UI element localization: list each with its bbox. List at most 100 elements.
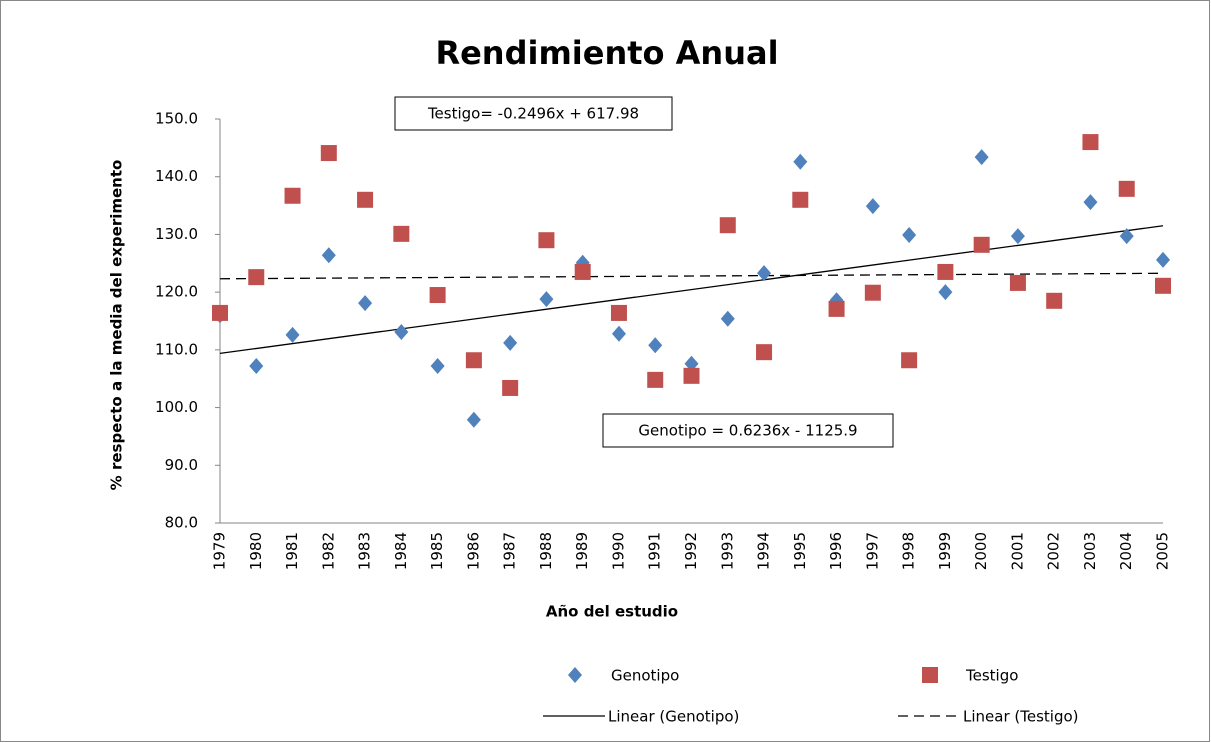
chart-title: Rendimiento Anual	[435, 34, 778, 72]
x-axis-label: Año del estudio	[546, 603, 678, 621]
point	[902, 227, 917, 244]
point	[248, 269, 265, 286]
x-tick-label: 1983	[356, 532, 374, 570]
point	[1009, 274, 1026, 291]
y-tick-label: 100.0	[155, 398, 198, 416]
x-tick-label: 1980	[247, 532, 265, 570]
point	[465, 352, 482, 369]
x-tick-label: 2003	[1081, 532, 1099, 570]
point	[320, 145, 337, 162]
point	[466, 411, 481, 428]
point	[502, 379, 519, 396]
point	[757, 265, 772, 282]
point	[792, 191, 809, 208]
y-tick-label: 80.0	[165, 514, 198, 532]
point	[321, 247, 336, 264]
point	[974, 149, 989, 166]
equation-box	[602, 413, 894, 448]
x-tick-label: 1998	[900, 532, 918, 570]
x-tick-label: 1993	[718, 532, 736, 570]
point	[503, 334, 518, 351]
point	[647, 371, 664, 388]
point	[539, 291, 554, 308]
x-tick-label: 1984	[392, 532, 410, 570]
y-tick-label: 120.0	[155, 283, 198, 301]
point	[611, 325, 626, 342]
point	[1083, 194, 1098, 211]
point	[394, 323, 409, 340]
point	[1046, 292, 1063, 309]
legend-label: Linear (Testigo)	[963, 708, 1079, 726]
legend-marker	[568, 667, 582, 683]
x-tick-label: 2002	[1045, 532, 1063, 570]
point	[793, 153, 808, 170]
y-tick-label: 90.0	[165, 456, 198, 474]
point	[828, 300, 845, 317]
point	[430, 358, 445, 375]
point	[1156, 251, 1170, 268]
legend-marker	[922, 667, 938, 683]
point	[648, 337, 663, 354]
point	[358, 295, 373, 312]
x-tick-label: 1997	[863, 532, 881, 570]
x-tick-label: 1990	[609, 532, 627, 570]
x-tick-label: 2001	[1008, 532, 1026, 570]
y-tick-label: 110.0	[155, 340, 198, 358]
point	[429, 287, 446, 304]
point	[393, 225, 410, 242]
legend-label: Linear (Genotipo)	[608, 708, 739, 726]
point	[864, 284, 881, 301]
trendline	[219, 272, 1164, 280]
point	[938, 284, 953, 301]
point	[683, 367, 700, 384]
point	[1119, 228, 1134, 245]
equation-label: Testigo= -0.2496x + 617.98	[427, 105, 639, 123]
x-tick-label: 1992	[682, 532, 700, 570]
point	[937, 263, 954, 280]
x-tick-label: 1986	[464, 532, 482, 570]
x-tick-label: 2000	[972, 532, 990, 570]
point	[212, 304, 228, 321]
point	[756, 344, 773, 361]
y-tick-label: 140.0	[155, 167, 198, 185]
x-tick-label: 2005	[1154, 532, 1172, 570]
point	[610, 304, 627, 321]
x-tick-label: 1982	[319, 532, 337, 570]
point	[357, 191, 374, 208]
point	[1010, 228, 1025, 245]
x-tick-label: 1996	[827, 532, 845, 570]
point	[865, 198, 880, 215]
point	[249, 358, 264, 375]
x-tick-label: 1987	[501, 532, 519, 570]
y-tick-label: 130.0	[155, 225, 198, 243]
equation-label: Genotipo = 0.6236x - 1125.9	[638, 422, 857, 440]
legend-label: Genotipo	[611, 667, 679, 685]
point	[1155, 277, 1171, 294]
x-tick-label: 1979	[211, 532, 229, 570]
x-tick-label: 1991	[646, 532, 664, 570]
trendline	[219, 225, 1164, 355]
point	[574, 263, 591, 280]
y-axis-label: % respecto a la media del experimento	[108, 160, 126, 491]
x-tick-label: 1994	[755, 532, 773, 570]
x-tick-label: 1988	[537, 532, 555, 570]
x-tick-label: 1995	[791, 532, 809, 570]
x-tick-label: 1989	[573, 532, 591, 570]
equation-box	[394, 96, 673, 131]
x-tick-label: 1999	[936, 532, 954, 570]
point	[720, 310, 735, 327]
point	[901, 352, 918, 369]
point	[1082, 134, 1099, 151]
point	[284, 187, 301, 204]
point	[285, 326, 300, 343]
point	[1118, 180, 1135, 197]
y-tick-label: 150.0	[155, 110, 198, 128]
x-tick-label: 2004	[1117, 532, 1135, 570]
legend-label: Testigo	[965, 667, 1018, 685]
point	[719, 217, 736, 234]
x-tick-label: 1985	[428, 532, 446, 570]
point	[973, 236, 990, 253]
point	[538, 232, 555, 249]
x-tick-label: 1981	[283, 532, 301, 570]
